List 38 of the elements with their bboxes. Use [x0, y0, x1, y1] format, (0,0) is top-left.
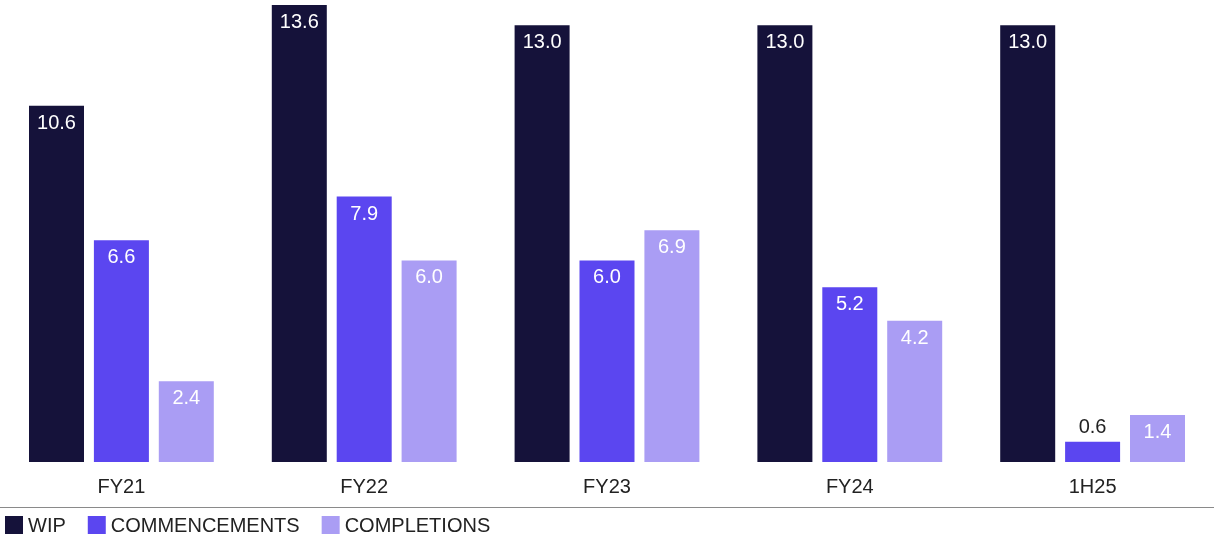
x-tick-label: FY22: [340, 475, 389, 497]
data-label: 13.0: [1008, 30, 1048, 53]
data-label: 13.0: [522, 30, 562, 53]
bar: [579, 260, 635, 462]
bar: [644, 230, 700, 462]
bar: [336, 196, 392, 462]
data-label: 6.0: [415, 265, 444, 288]
bar: [887, 320, 943, 462]
x-tick-label: 1H25: [1068, 475, 1117, 497]
bar: [93, 240, 149, 462]
x-tick-label: FY24: [825, 475, 874, 497]
data-label: 1.4: [1143, 419, 1172, 442]
bar: [1065, 441, 1121, 462]
bar: [29, 105, 84, 462]
data-label: 7.9: [350, 201, 379, 224]
x-tick-label: FY21: [97, 475, 146, 497]
data-label: 6.9: [657, 235, 686, 258]
legend-label: COMMENCEMENTS: [110, 514, 300, 536]
data-label: 10.6: [37, 110, 76, 133]
bar: [822, 287, 878, 462]
legend-label: WIP: [28, 514, 66, 536]
data-label: 5.2: [835, 292, 864, 315]
data-label: 13.0: [765, 30, 805, 53]
data-label: 13.6: [279, 10, 319, 32]
data-label: 4.2: [900, 325, 929, 348]
data-label: 2.4: [172, 386, 201, 409]
bar: [158, 381, 214, 462]
data-label: 0.6: [1078, 414, 1107, 437]
bar: [1130, 414, 1185, 462]
x-tick-label: FY23: [583, 475, 631, 497]
legend-label: COMPLETIONS: [344, 514, 491, 536]
bar: [514, 25, 570, 462]
bar: [1000, 25, 1056, 462]
data-label: 6.0: [593, 265, 621, 288]
bar: [401, 260, 457, 462]
bar: [757, 25, 813, 462]
data-label: 6.6: [107, 245, 136, 268]
bar: [271, 5, 327, 462]
